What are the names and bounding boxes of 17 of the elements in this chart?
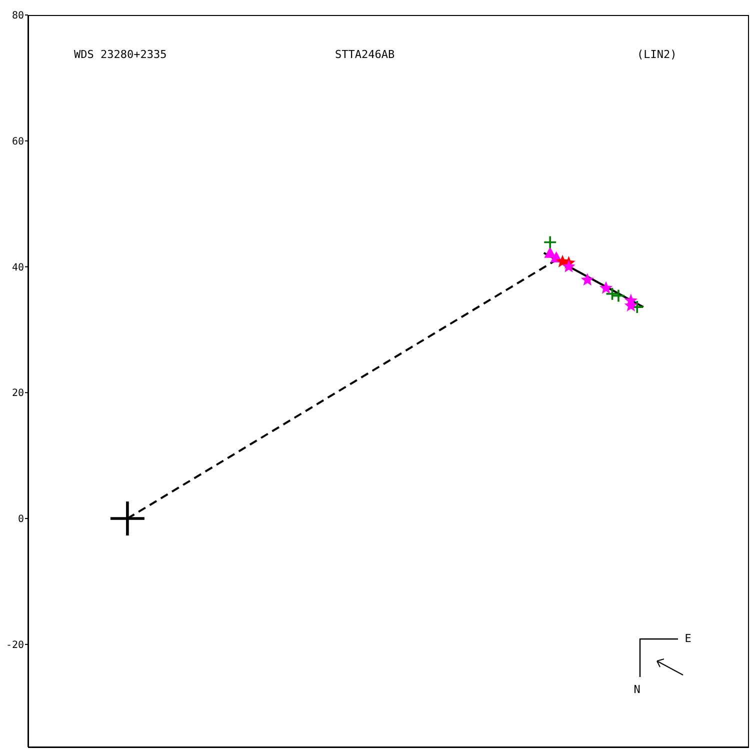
annotation: N <box>634 683 640 696</box>
point <box>562 260 576 272</box>
annotation: E <box>684 632 692 645</box>
point <box>544 236 556 248</box>
annotation: (LIN2) <box>637 48 677 61</box>
text: STTA246AB <box>335 48 395 61</box>
y-tick-label: 40 <box>12 262 24 274</box>
y-tick-label: 60 <box>12 136 24 148</box>
y-tick-label: 80 <box>12 10 24 22</box>
point <box>612 290 624 302</box>
point <box>599 281 613 294</box>
y-tick-label: -20 <box>6 640 24 651</box>
point <box>110 502 144 536</box>
point <box>580 272 594 286</box>
y-tick-label: 0 <box>18 514 24 526</box>
y-tick-label: 20 <box>12 388 24 400</box>
text: WDS 23280+2335 <box>74 48 167 61</box>
